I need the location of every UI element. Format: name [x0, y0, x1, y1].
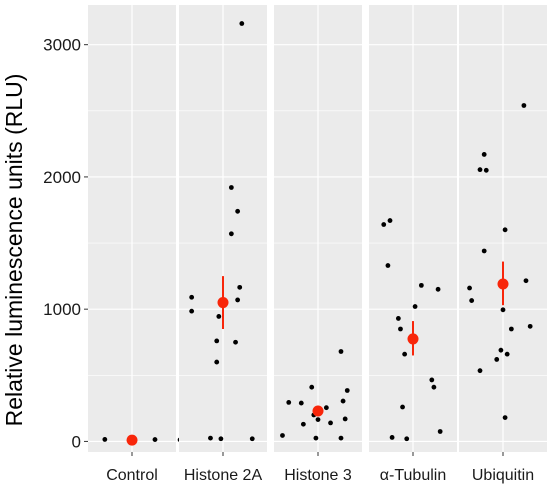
data-point [412, 304, 418, 309]
data-point [235, 297, 241, 303]
data-point [189, 294, 195, 300]
panel-1: Histone 2A [179, 5, 267, 484]
y-tick-label: 3000 [43, 36, 81, 55]
data-point [523, 278, 529, 284]
data-point [481, 152, 487, 157]
data-point [313, 435, 319, 441]
data-point [477, 167, 483, 173]
category-label: Control [106, 467, 158, 484]
data-point [344, 388, 350, 393]
data-point [508, 326, 514, 332]
data-point [500, 307, 506, 313]
data-point [214, 338, 220, 344]
data-point [418, 282, 424, 288]
data-point [152, 437, 158, 442]
y-tick-label: 2000 [43, 168, 81, 187]
data-point [323, 405, 329, 411]
data-point [400, 404, 405, 410]
data-point [435, 286, 441, 292]
category-label: α-Tubulin [380, 467, 446, 484]
data-point [328, 420, 333, 426]
data-point [228, 231, 234, 237]
data-point [402, 351, 408, 357]
data-point [527, 323, 533, 329]
data-point [228, 185, 234, 190]
data-point [404, 436, 410, 442]
panel-2: Histone 3 [274, 5, 362, 484]
data-point [494, 357, 500, 362]
data-point [249, 436, 255, 442]
mean-point [407, 333, 419, 345]
data-point [437, 429, 443, 434]
data-point [216, 314, 222, 319]
data-point [381, 222, 387, 227]
data-point [189, 308, 195, 314]
data-point [300, 421, 306, 427]
category-label: Ubiquitin [472, 467, 534, 484]
y-tick-label: 1000 [43, 300, 81, 319]
mean-point [217, 297, 229, 309]
data-point [395, 316, 401, 321]
data-point [214, 359, 220, 365]
panel-3: α-Tubulin [369, 5, 457, 484]
data-point [502, 415, 508, 421]
data-point [342, 416, 348, 422]
data-point [398, 326, 403, 332]
data-point [385, 263, 391, 268]
data-point [298, 400, 304, 406]
mean-point [126, 434, 138, 446]
data-point [218, 436, 224, 442]
data-point [338, 435, 344, 441]
y-axis-label: Relative luminescence units (RLU) [1, 74, 27, 427]
data-point [483, 167, 489, 173]
data-point [309, 384, 315, 390]
data-point [338, 349, 344, 354]
data-point [102, 437, 108, 442]
y-tick-label: 0 [72, 432, 81, 451]
data-point [504, 351, 510, 357]
data-point [477, 368, 483, 374]
mean-point [312, 405, 324, 417]
data-point [235, 208, 241, 214]
mean-point [497, 278, 509, 290]
data-point [429, 377, 435, 383]
data-point [481, 248, 487, 254]
data-point [431, 384, 437, 390]
data-point [502, 227, 508, 233]
data-point [315, 417, 321, 422]
data-point [387, 218, 393, 223]
data-point [280, 433, 285, 438]
data-point [233, 339, 238, 345]
data-point [521, 103, 527, 108]
data-point [340, 398, 346, 404]
data-point [469, 298, 475, 303]
panel-4: Ubiquitin [459, 5, 547, 484]
data-point [237, 284, 243, 290]
data-point [286, 400, 292, 405]
data-point [467, 285, 472, 291]
data-point [498, 347, 504, 353]
plot-area: Control Histone 2A Histone 3 α-Tubulin Ubiqu… [43, 5, 547, 484]
category-label: Histone 2A [184, 467, 263, 484]
panel-0: Control [88, 5, 183, 484]
data-point [208, 435, 213, 441]
data-point [389, 435, 395, 440]
data-point [239, 21, 245, 26]
category-label: Histone 3 [284, 467, 352, 484]
